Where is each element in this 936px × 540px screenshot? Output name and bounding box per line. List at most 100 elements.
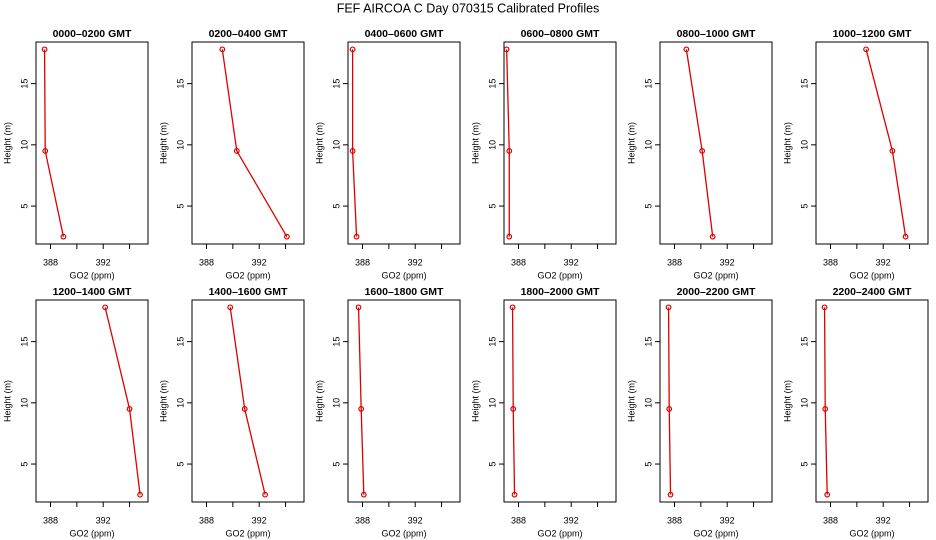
x-axis-label: GO2 (ppm)	[849, 270, 894, 280]
x-axis-label: GO2 (ppm)	[693, 270, 738, 280]
panel-title: 2000–2200 GMT	[677, 286, 756, 298]
panel-title: 0200–0400 GMT	[209, 28, 288, 40]
y-tick-label: 10	[487, 398, 497, 408]
plot-frame	[347, 299, 461, 503]
y-tick-label: 15	[331, 79, 341, 89]
data-point	[60, 233, 67, 240]
profile-line	[865, 49, 907, 237]
panel: 1200–1400 GMT GO2 (ppm) Height (m) 388 392 5 1…	[2, 286, 149, 538]
y-axis-label: Height (m)	[470, 380, 480, 422]
y-tick-label: 5	[19, 462, 29, 467]
y-tick-label: 15	[487, 79, 497, 89]
y-axis-label: Height (m)	[314, 380, 324, 422]
panel-title: 1800–2000 GMT	[521, 286, 600, 298]
profile-line	[104, 307, 141, 495]
panel: 1400–1600 GMT GO2 (ppm) Height (m) 388 392 5 1…	[158, 286, 305, 538]
plot-frame	[815, 41, 929, 245]
y-tick-label: 15	[799, 337, 809, 347]
panel: 0200–0400 GMT GO2 (ppm) Height (m) 388 392 5 1…	[158, 28, 305, 280]
y-tick-label: 15	[799, 79, 809, 89]
panel-title: 0600–0800 GMT	[521, 28, 600, 40]
profile-line	[823, 307, 828, 495]
y-tick-label: 5	[175, 462, 185, 467]
profile-line	[667, 307, 672, 495]
panel: 1000–1200 GMT GO2 (ppm) Height (m) 388 392 5 1…	[782, 28, 929, 280]
plot-frame	[191, 299, 305, 503]
profile-line	[351, 49, 358, 237]
data-point	[509, 304, 516, 311]
data-point	[358, 406, 365, 412]
data-point	[889, 148, 896, 154]
profile-line	[229, 307, 266, 495]
plot-frame	[659, 299, 773, 503]
plot-frame	[503, 41, 617, 245]
panel-title: 2200–2400 GMT	[833, 286, 912, 298]
y-tick-label: 10	[799, 140, 809, 150]
x-tick-label: 388	[43, 257, 58, 267]
data-point	[863, 46, 869, 53]
x-tick-label: 392	[252, 515, 267, 525]
data-point	[360, 491, 367, 498]
panel: 1600–1800 GMT GO2 (ppm) Height (m) 388 392 5 1…	[314, 286, 461, 538]
x-axis-label: GO2 (ppm)	[225, 270, 270, 280]
y-tick-label: 5	[643, 462, 653, 467]
panel-title: 0400–0600 GMT	[365, 28, 444, 40]
y-tick-label: 10	[175, 398, 185, 408]
x-tick-label: 388	[667, 257, 682, 267]
panel: 2000–2200 GMT GO2 (ppm) Height (m) 388 392 5 1…	[626, 286, 773, 538]
data-point	[102, 304, 109, 311]
panel-title: 0800–1000 GMT	[677, 28, 756, 40]
profile-line	[357, 307, 365, 495]
data-point	[349, 46, 356, 53]
data-point	[503, 46, 510, 53]
x-tick-label: 388	[199, 257, 214, 267]
y-tick-label: 5	[331, 204, 341, 209]
data-point	[506, 148, 513, 154]
y-axis-label: Height (m)	[158, 122, 168, 164]
y-axis-label: Height (m)	[626, 380, 636, 422]
y-tick-label: 5	[799, 204, 809, 209]
x-tick-label: 392	[876, 257, 891, 267]
plot-frame	[191, 41, 305, 245]
panel-title: 1000–1200 GMT	[833, 28, 912, 40]
panel: 0400–0600 GMT GO2 (ppm) Height (m) 388 392 5 1…	[314, 28, 461, 280]
x-tick-label: 388	[511, 257, 526, 267]
panel-title: 1600–1800 GMT	[365, 286, 444, 298]
x-tick-label: 392	[408, 257, 423, 267]
x-axis-label: GO2 (ppm)	[849, 528, 894, 538]
x-tick-label: 388	[355, 257, 370, 267]
x-tick-label: 392	[876, 515, 891, 525]
panel: 0600–0800 GMT GO2 (ppm) Height (m) 388 392 5 1…	[470, 28, 617, 280]
data-point	[227, 304, 234, 311]
data-point	[511, 491, 518, 498]
data-point	[667, 491, 674, 498]
data-point	[41, 46, 48, 53]
data-point	[42, 148, 49, 154]
y-tick-label: 10	[19, 140, 29, 150]
data-point	[665, 304, 672, 311]
x-tick-label: 392	[252, 257, 267, 267]
data-point	[283, 233, 290, 240]
y-tick-label: 10	[799, 398, 809, 408]
plot-frame	[659, 41, 773, 245]
data-point	[233, 148, 240, 154]
x-tick-label: 392	[96, 515, 111, 525]
y-tick-label: 15	[331, 337, 341, 347]
y-axis-label: Height (m)	[782, 122, 792, 164]
profile-line	[221, 49, 288, 237]
panel: 0000–0200 GMT GO2 (ppm) Height (m) 388 392 5 1…	[2, 28, 149, 280]
plot-frame	[35, 41, 149, 245]
x-axis-label: GO2 (ppm)	[381, 528, 426, 538]
y-axis-label: Height (m)	[2, 380, 12, 422]
y-tick-label: 5	[799, 462, 809, 467]
y-axis-label: Height (m)	[782, 380, 792, 422]
data-point	[683, 46, 690, 53]
y-tick-label: 5	[175, 204, 185, 209]
plot-frame	[503, 299, 617, 503]
panel-title: 1200–1400 GMT	[53, 286, 132, 298]
y-tick-label: 15	[175, 79, 185, 89]
data-point	[709, 233, 716, 240]
y-tick-label: 5	[19, 204, 29, 209]
y-tick-label: 15	[643, 337, 653, 347]
